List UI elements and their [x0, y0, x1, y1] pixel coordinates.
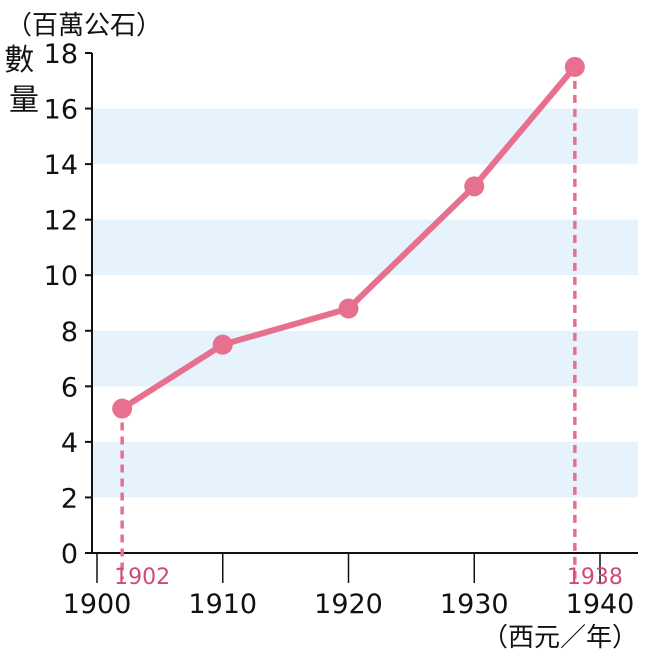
- y-tick-label-16: 16: [44, 95, 78, 126]
- x-tick-label-1940: 1940: [566, 589, 635, 620]
- y-tick-label-0: 0: [61, 539, 78, 570]
- x-tick-label-1930: 1930: [440, 589, 509, 620]
- data-point-1938: [564, 56, 585, 77]
- x-unit-label: （西元／年）: [482, 623, 638, 653]
- axes: [85, 52, 638, 583]
- x-tick-label-1920: 1920: [314, 589, 383, 620]
- data-point-1920: [338, 298, 359, 319]
- y-tick-label-12: 12: [44, 206, 78, 237]
- band-6: [92, 330, 638, 387]
- data-point-1910: [212, 334, 233, 355]
- highlight-labels: 1902 1938: [114, 565, 623, 590]
- x-tick-label-1910: 1910: [188, 589, 257, 620]
- y-unit-label: （百萬公石）: [6, 11, 162, 41]
- y-tick-label-14: 14: [44, 150, 78, 181]
- y-tick-label-6: 6: [61, 372, 78, 403]
- y-tick-label-18: 18: [44, 39, 78, 70]
- data-point-1902: [112, 398, 133, 419]
- band-10: [92, 219, 638, 276]
- y-tick-labels: 0 2 4 6 8 10 12 14 16 18: [44, 39, 78, 570]
- data-point-1930: [464, 176, 485, 197]
- x-tick-labels: 1900 1910 1920 1930 1940: [63, 589, 635, 620]
- drop-lines: [120, 66, 577, 579]
- y-axis-label: 數 量: [4, 43, 44, 118]
- y-tick-label-8: 8: [61, 317, 78, 348]
- y-tick-label-4: 4: [61, 428, 78, 459]
- background-bands: [92, 108, 638, 498]
- y-tick-label-2: 2: [61, 483, 78, 514]
- highlight-label-1938: 1938: [567, 565, 623, 590]
- y-tick-label-10: 10: [44, 261, 78, 292]
- band-14: [92, 108, 638, 165]
- x-tick-label-1900: 1900: [63, 589, 132, 620]
- series-group: [112, 56, 585, 419]
- band-2: [92, 441, 638, 498]
- highlight-label-1902: 1902: [114, 565, 170, 590]
